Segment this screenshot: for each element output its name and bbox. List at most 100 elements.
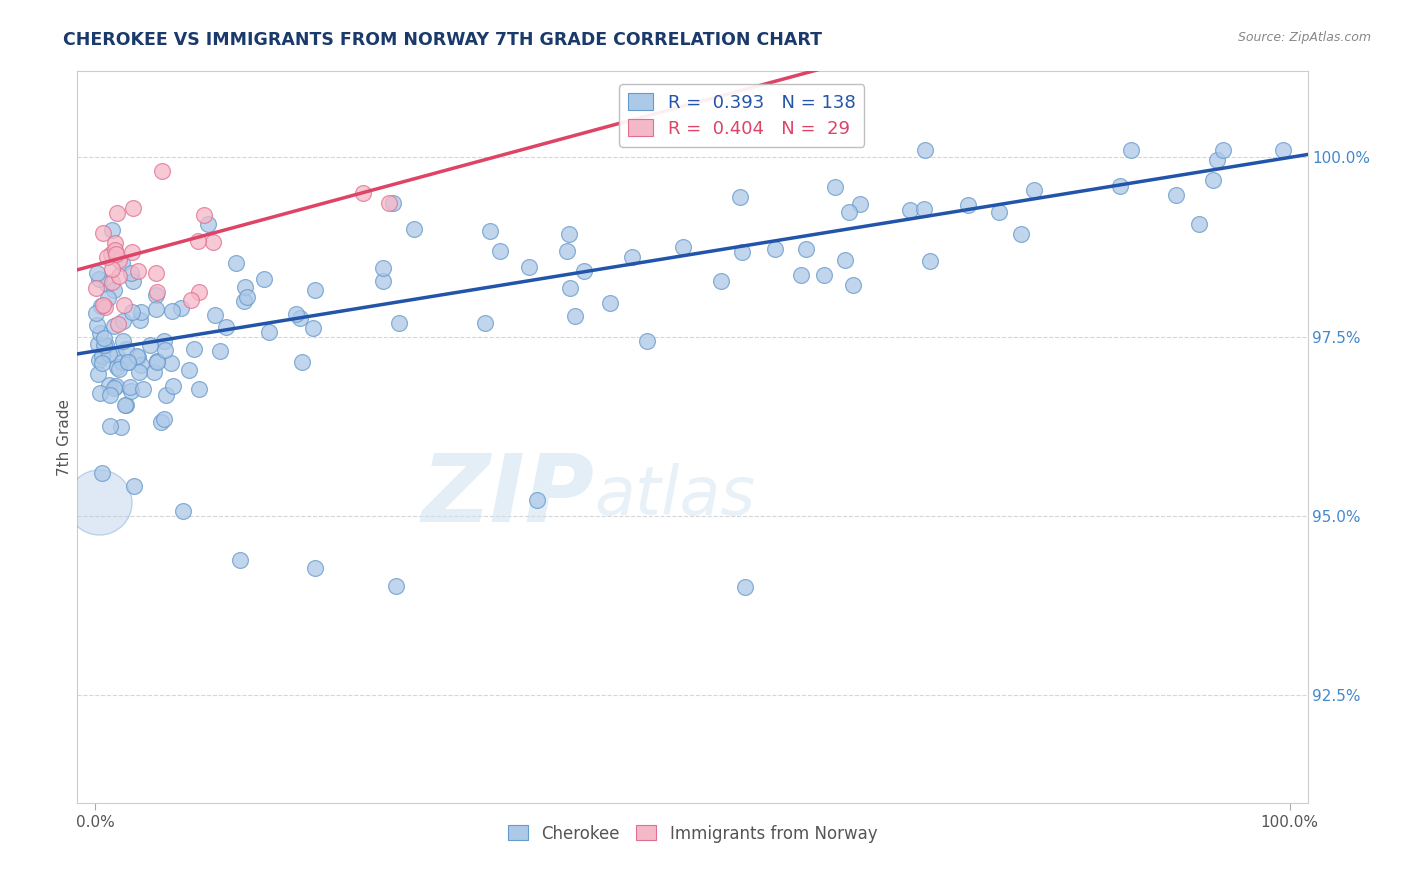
Point — [96, 338, 118, 352]
Point — [572, 264, 595, 278]
Point — [1206, 153, 1229, 168]
Point — [731, 244, 754, 259]
Point — [1212, 143, 1234, 157]
Point — [115, 342, 138, 356]
Point — [128, 365, 150, 379]
Point — [93, 331, 115, 345]
Point — [193, 209, 215, 223]
Point — [177, 363, 200, 377]
Point — [86, 337, 108, 351]
Point — [145, 266, 167, 280]
Point — [105, 359, 128, 374]
Point — [215, 320, 238, 334]
Point — [838, 205, 860, 219]
Point — [1202, 173, 1225, 187]
Point — [599, 296, 621, 310]
Point — [987, 205, 1010, 219]
Point — [824, 180, 846, 194]
Point — [108, 253, 131, 268]
Point — [373, 273, 395, 287]
Point — [187, 285, 209, 299]
Point — [139, 338, 162, 352]
Point — [122, 479, 145, 493]
Point — [87, 494, 110, 508]
Point — [98, 377, 121, 392]
Point — [253, 272, 276, 286]
Point — [388, 316, 411, 330]
Point — [120, 267, 142, 281]
Point — [110, 420, 132, 434]
Point — [86, 318, 108, 332]
Point — [98, 419, 121, 434]
Point — [145, 302, 167, 317]
Point — [111, 355, 134, 369]
Point — [849, 197, 872, 211]
Point — [402, 221, 425, 235]
Y-axis label: 7th Grade: 7th Grade — [56, 399, 72, 475]
Point — [84, 306, 107, 320]
Point — [710, 274, 733, 288]
Point — [104, 236, 127, 251]
Point — [114, 398, 136, 412]
Text: ZIP: ZIP — [422, 450, 595, 541]
Point — [107, 318, 129, 332]
Point — [96, 250, 118, 264]
Point — [105, 350, 128, 364]
Point — [125, 349, 148, 363]
Point — [1271, 143, 1294, 157]
Point — [87, 353, 110, 368]
Point — [142, 366, 165, 380]
Point — [112, 298, 135, 312]
Point — [555, 244, 578, 258]
Point — [257, 325, 280, 339]
Point — [117, 355, 139, 369]
Point — [153, 411, 176, 425]
Point — [145, 354, 167, 368]
Point — [155, 388, 177, 402]
Point — [914, 143, 936, 157]
Point — [284, 307, 307, 321]
Point — [104, 243, 127, 257]
Point — [956, 198, 979, 212]
Legend: Cherokee, Immigrants from Norway: Cherokee, Immigrants from Norway — [501, 818, 884, 849]
Point — [180, 293, 202, 308]
Point — [111, 334, 134, 348]
Point — [98, 388, 121, 402]
Point — [120, 380, 142, 394]
Point — [111, 256, 134, 270]
Point — [1010, 227, 1032, 241]
Text: Source: ZipAtlas.com: Source: ZipAtlas.com — [1237, 31, 1371, 45]
Point — [208, 344, 231, 359]
Point — [91, 350, 114, 364]
Point — [91, 226, 114, 240]
Point — [519, 260, 541, 274]
Point — [91, 466, 114, 480]
Text: CHEROKEE VS IMMIGRANTS FROM NORWAY 7TH GRADE CORRELATION CHART: CHEROKEE VS IMMIGRANTS FROM NORWAY 7TH G… — [63, 31, 823, 49]
Point — [1164, 187, 1187, 202]
Point — [672, 240, 695, 254]
Point — [101, 261, 124, 276]
Point — [96, 277, 118, 291]
Point — [564, 309, 586, 323]
Point — [763, 242, 786, 256]
Point — [105, 205, 128, 219]
Point — [93, 338, 115, 352]
Point — [302, 321, 325, 335]
Point — [129, 312, 152, 326]
Point — [89, 326, 111, 341]
Point — [790, 268, 813, 283]
Point — [101, 275, 124, 289]
Point — [377, 196, 399, 211]
Point — [794, 243, 817, 257]
Point — [117, 355, 139, 369]
Point — [912, 202, 935, 216]
Point — [127, 350, 149, 364]
Point — [558, 281, 581, 295]
Point — [86, 266, 108, 280]
Point — [84, 281, 107, 295]
Point — [900, 202, 922, 217]
Point — [233, 280, 256, 294]
Point — [87, 368, 110, 382]
Point — [834, 252, 856, 267]
Point — [149, 415, 172, 429]
